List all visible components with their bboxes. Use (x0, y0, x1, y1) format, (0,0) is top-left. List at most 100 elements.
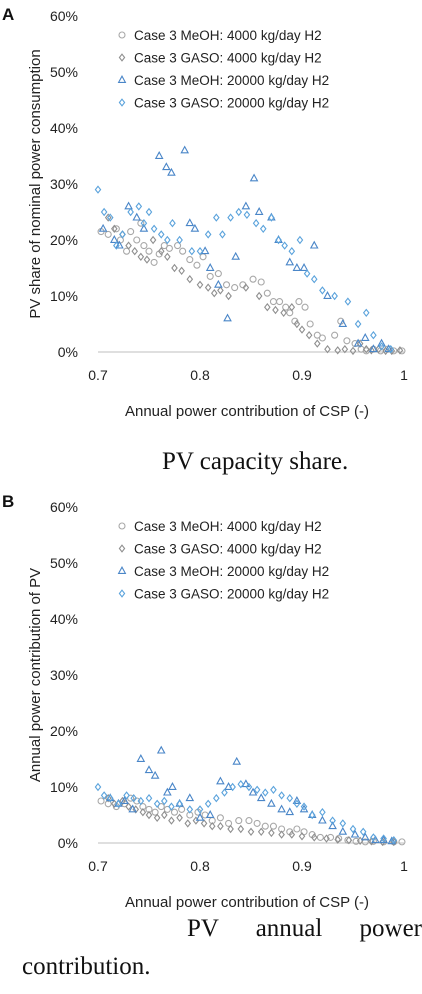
data-point (132, 212, 142, 221)
data-point (214, 279, 223, 288)
data-point (140, 219, 148, 228)
data-point (303, 269, 311, 278)
legend-marker (118, 544, 126, 553)
data-point (323, 834, 330, 843)
data-point (151, 808, 159, 816)
data-point (153, 813, 161, 822)
data-point (98, 223, 108, 232)
data-point (306, 320, 314, 328)
data-point (210, 289, 218, 298)
data-point (200, 246, 210, 255)
caption-b-line-2: contribution. (22, 953, 151, 980)
data-point (281, 241, 288, 250)
data-point (100, 791, 108, 800)
data-point (176, 813, 183, 822)
data-point (120, 796, 129, 804)
y-tick-label: 40% (50, 120, 78, 136)
data-point (345, 836, 353, 845)
data-point (128, 804, 138, 813)
x-tick-label: 0.8 (190, 367, 210, 383)
data-point (334, 835, 342, 844)
data-point (219, 230, 226, 239)
y-tick-label: 20% (50, 723, 78, 739)
data-point (323, 291, 332, 299)
data-point (339, 819, 347, 828)
chart-panel-a: A 0% 10% 20% 30% 40% 50% 60% 0.7 0.8 0.9 1 Annual po… (2, 5, 408, 420)
data-point (157, 247, 165, 256)
legend-marker (118, 31, 126, 39)
data-point (186, 805, 194, 814)
data-point (368, 346, 375, 355)
data-point (190, 223, 200, 232)
data-point (362, 345, 370, 354)
data-point (288, 303, 296, 312)
y-tick-label: 10% (50, 288, 78, 304)
y-tick-label: 50% (50, 555, 78, 571)
data-point (200, 819, 208, 828)
legend-entry: Case 3 MeOH: 4000 kg/day H2 (134, 28, 322, 43)
legend-marker (118, 589, 126, 598)
data-point (242, 283, 250, 292)
data-point (384, 344, 394, 353)
data-point (382, 346, 389, 356)
data-point (213, 213, 220, 222)
data-point (112, 225, 120, 233)
data-point (272, 305, 279, 315)
data-point (154, 151, 164, 159)
data-point (217, 286, 224, 295)
data-point (378, 342, 385, 351)
data-point (225, 819, 233, 827)
data-point (160, 796, 168, 806)
data-point (237, 824, 245, 834)
data-point (199, 253, 207, 261)
data-point (119, 796, 126, 806)
y-tick-label: 60% (50, 8, 78, 24)
data-point (186, 275, 194, 284)
data-point (216, 814, 224, 822)
data-point (145, 207, 153, 217)
data-point (264, 303, 271, 312)
data-point (267, 798, 276, 807)
y-tick-label: 50% (50, 64, 78, 80)
data-point (353, 338, 363, 347)
y-tick-label: 40% (50, 611, 78, 627)
data-point (277, 804, 286, 813)
data-point (390, 347, 398, 355)
data-point (145, 810, 153, 820)
data-point (293, 799, 301, 808)
data-point (169, 219, 176, 228)
legend-entry: Case 3 MeOH: 20000 kg/day H2 (134, 564, 329, 579)
data-point (188, 247, 196, 256)
data-point (94, 185, 102, 194)
data-point (280, 308, 287, 317)
data-point (144, 765, 154, 774)
panel-letter: A (2, 5, 14, 24)
data-point (213, 794, 220, 803)
data-point (180, 145, 190, 154)
data-point (185, 218, 195, 227)
data-point (338, 319, 348, 327)
data-point (316, 833, 324, 841)
data-point (106, 213, 114, 222)
data-point (252, 219, 260, 228)
y-tick-label: 20% (50, 232, 78, 248)
data-point (176, 799, 183, 808)
data-point (329, 816, 336, 825)
data-point (352, 837, 360, 845)
data-point (268, 828, 275, 838)
data-point (254, 207, 264, 215)
data-point (269, 298, 277, 306)
data-point (225, 291, 232, 301)
data-point (106, 794, 114, 803)
legend-entry: Case 3 MeOH: 4000 kg/day H2 (134, 519, 322, 534)
data-point (319, 286, 326, 295)
data-point (305, 331, 313, 340)
x-tick-label: 0.9 (292, 858, 312, 874)
data-point (235, 207, 243, 217)
data-point (310, 275, 318, 284)
data-point (165, 244, 173, 252)
data-point (360, 333, 370, 341)
y-tick-label: 30% (50, 667, 78, 683)
data-point (130, 794, 138, 803)
data-point (356, 339, 364, 348)
